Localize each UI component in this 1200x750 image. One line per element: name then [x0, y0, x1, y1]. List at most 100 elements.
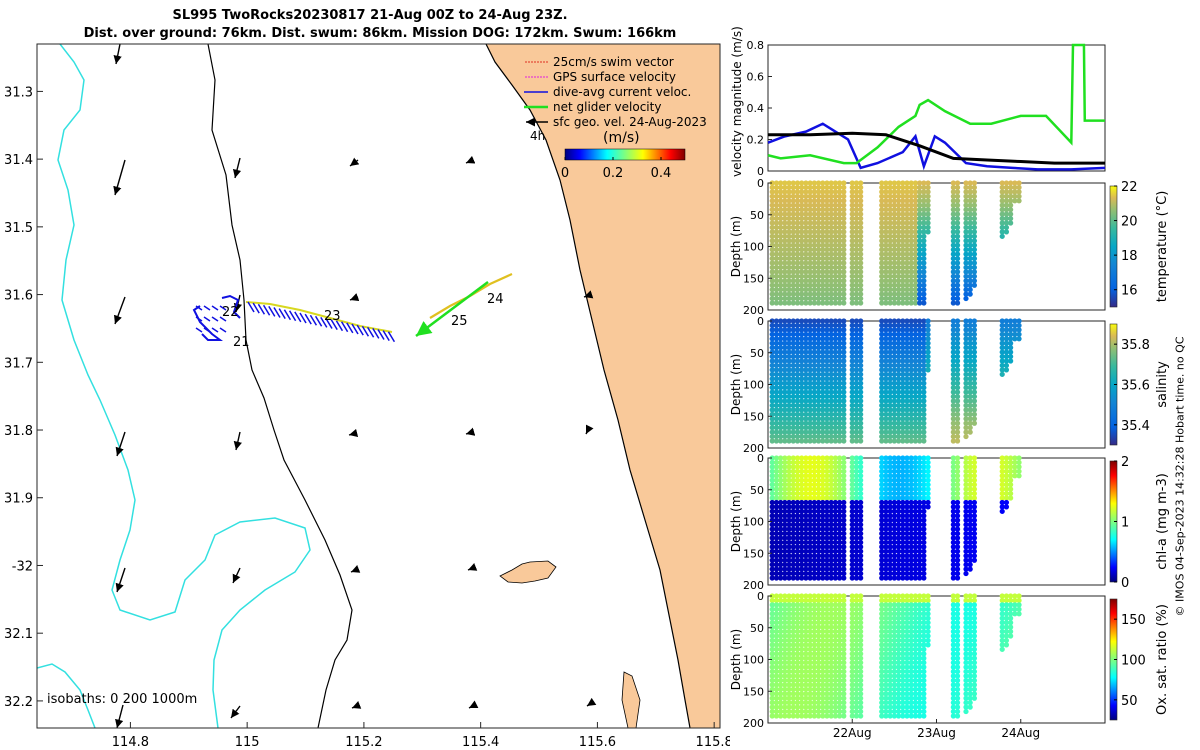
profile-dot	[837, 633, 843, 639]
profile-dot	[837, 407, 843, 413]
dive-vector	[346, 322, 354, 334]
profile-dot	[954, 539, 961, 546]
profile-dot	[803, 389, 809, 395]
profile-dot	[786, 198, 792, 204]
profile-dot	[786, 553, 792, 559]
profile-dot	[832, 482, 839, 488]
profile-dot	[799, 602, 805, 608]
island-garden	[621, 671, 641, 728]
profile-dot	[849, 416, 855, 422]
profile-dot	[824, 215, 830, 222]
profile-dot	[908, 318, 914, 324]
profile-dot	[891, 229, 897, 235]
profile-dot	[828, 433, 834, 440]
profile-dot	[917, 282, 923, 288]
profile-ytick-label: 200	[743, 717, 764, 730]
profile-dot	[820, 385, 826, 391]
profile-dot	[1003, 597, 1010, 604]
profile-dot	[769, 269, 775, 275]
profile-dot	[832, 455, 839, 461]
profile-dot	[887, 526, 893, 532]
profile-dot	[815, 295, 822, 302]
profile-dot	[921, 273, 927, 279]
profile-dot	[925, 358, 931, 364]
dive-vector	[247, 301, 255, 313]
map-ytick-label: 31.8	[4, 424, 33, 439]
profile-dot	[971, 416, 978, 422]
profile-dot	[815, 184, 822, 191]
profile-dot	[820, 376, 826, 382]
profile-dot	[883, 282, 889, 288]
profile-dot	[971, 269, 978, 275]
profile-dot	[828, 398, 834, 404]
profile-dot	[950, 668, 956, 675]
profile-dot	[841, 673, 847, 679]
profile-dot	[963, 544, 969, 550]
profile-dot	[1003, 482, 1010, 488]
profile-dot	[790, 504, 796, 510]
profile-dot	[778, 278, 784, 284]
profile-ytick-label: 200	[743, 304, 764, 317]
profile-dot	[853, 708, 860, 715]
profile-dot	[782, 691, 788, 697]
profile-dot	[858, 620, 864, 626]
legend-net: net glider velocity	[553, 100, 661, 114]
profile-dot	[799, 544, 805, 550]
profile-dot	[921, 269, 927, 275]
profile-dot	[799, 295, 805, 302]
profile-dot	[887, 420, 893, 426]
profile-dot	[917, 691, 923, 697]
profile-dot	[786, 255, 792, 262]
profile-dot	[790, 198, 796, 204]
profile-dot	[837, 526, 843, 532]
profile-dot	[778, 193, 784, 199]
profile-dot	[782, 336, 788, 342]
profile-dot	[971, 402, 978, 409]
profile-dot	[786, 287, 792, 293]
profile-dot	[803, 358, 809, 364]
profile-dot	[904, 353, 910, 360]
profile-dot	[815, 193, 822, 199]
profile-dot	[824, 526, 830, 532]
profile-dot	[887, 570, 893, 577]
profile-dot	[971, 668, 978, 675]
profile-dot	[895, 433, 902, 440]
profile-dot	[849, 398, 855, 404]
profile-dot	[950, 508, 956, 514]
profile-dot	[811, 660, 817, 666]
profile-dot	[1003, 198, 1010, 204]
profile-dot	[950, 318, 956, 324]
velocity-series-net	[767, 43, 1105, 165]
profile-dot	[904, 336, 910, 342]
profile-dot	[963, 686, 969, 692]
profile-dot	[778, 180, 784, 186]
profile-dot	[853, 251, 860, 257]
profile-dot	[849, 202, 855, 208]
profile-dot	[807, 247, 813, 253]
profile-dot	[853, 682, 860, 688]
profile-dot	[895, 278, 902, 284]
profile-dot	[837, 264, 843, 271]
profile-dot	[799, 215, 805, 222]
profile-dot	[782, 486, 788, 492]
profile-dot	[828, 708, 834, 715]
profile-dot	[879, 637, 885, 644]
profile-dot	[917, 193, 923, 199]
profile-dot	[807, 566, 813, 572]
profile-dot	[1008, 468, 1014, 474]
profile-dot	[799, 385, 805, 391]
profile-dot	[820, 220, 826, 226]
profile-dot	[794, 215, 801, 222]
profile-dot	[824, 477, 830, 483]
profile-dot	[917, 535, 923, 541]
profile-dot	[790, 429, 796, 435]
profile-dot	[879, 691, 885, 697]
profile-dot	[820, 224, 826, 231]
profile-dot	[824, 393, 830, 400]
profile-dot	[837, 211, 843, 217]
profile-dot	[904, 664, 910, 670]
profile-dot	[786, 486, 792, 492]
profile-dot	[912, 677, 919, 684]
profile-dot	[853, 189, 860, 195]
profile-dot	[917, 251, 923, 257]
